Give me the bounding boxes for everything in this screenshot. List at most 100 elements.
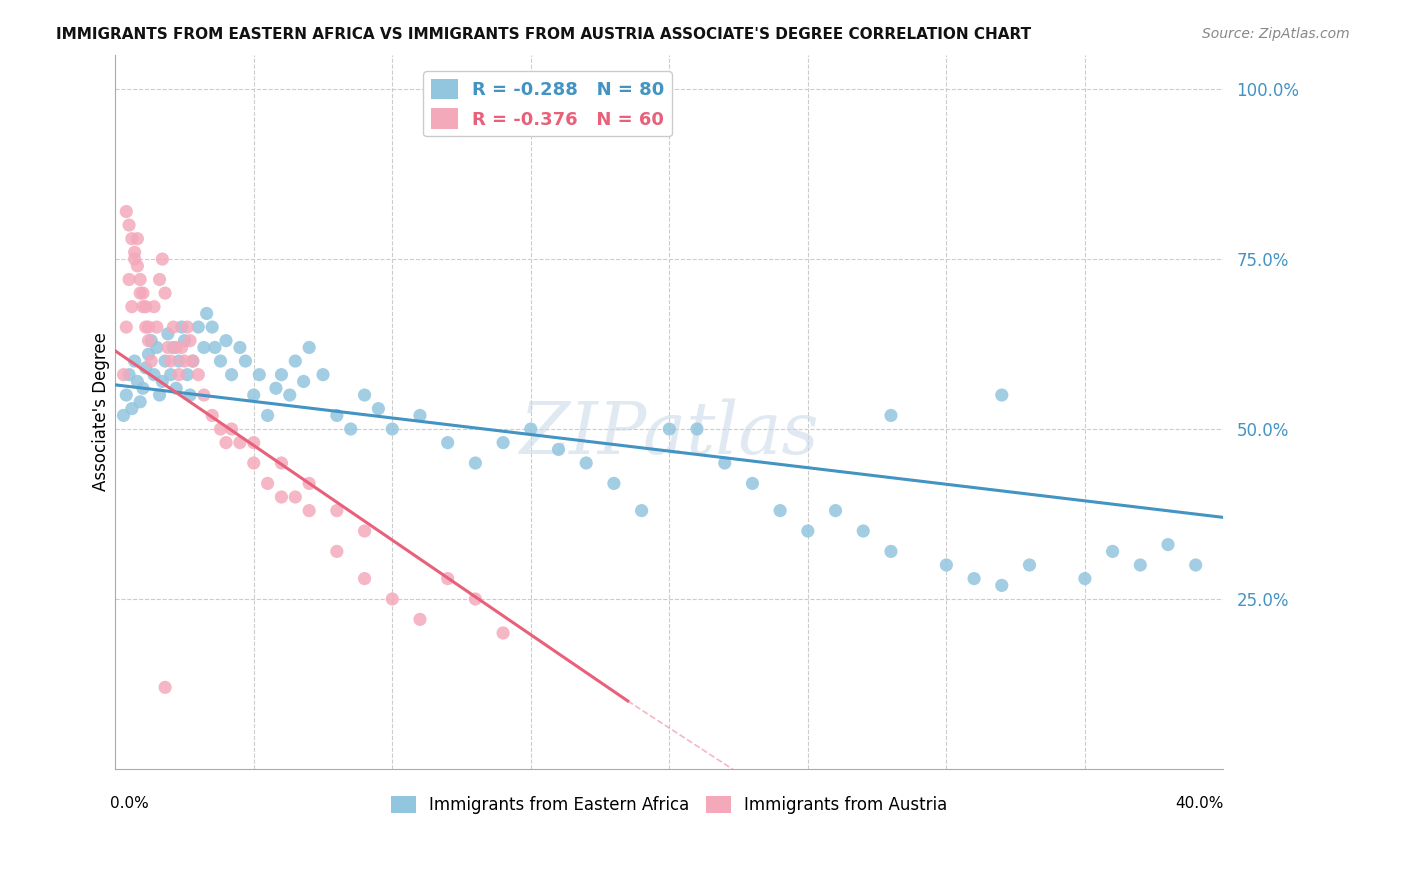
Point xyxy=(176,368,198,382)
Point xyxy=(193,341,215,355)
Point xyxy=(991,388,1014,402)
Point xyxy=(195,306,218,320)
Point xyxy=(880,544,903,558)
Point xyxy=(381,592,404,607)
Point xyxy=(242,456,264,470)
Point xyxy=(547,442,569,457)
Point xyxy=(112,409,135,423)
Point xyxy=(215,334,238,348)
Point xyxy=(115,388,138,402)
Text: ZIPatlas: ZIPatlas xyxy=(519,398,820,468)
Point xyxy=(170,320,193,334)
Point xyxy=(138,347,160,361)
Point xyxy=(284,490,307,504)
Point xyxy=(179,388,201,402)
Point xyxy=(162,341,184,355)
Point xyxy=(124,252,146,266)
Point xyxy=(520,422,543,436)
Point xyxy=(1074,572,1097,586)
Point xyxy=(409,612,432,626)
Point xyxy=(165,381,187,395)
Point xyxy=(326,544,349,558)
Point xyxy=(492,435,515,450)
Point xyxy=(298,503,321,517)
Point xyxy=(173,354,195,368)
Point xyxy=(135,320,157,334)
Point xyxy=(658,422,681,436)
Point xyxy=(880,409,903,423)
Point xyxy=(121,300,143,314)
Point xyxy=(1101,544,1123,558)
Point xyxy=(464,592,486,607)
Point xyxy=(201,409,224,423)
Point xyxy=(118,218,141,232)
Point xyxy=(769,503,792,517)
Point xyxy=(326,409,349,423)
Point xyxy=(153,354,176,368)
Y-axis label: Associate's Degree: Associate's Degree xyxy=(93,333,110,491)
Point xyxy=(264,381,287,395)
Point xyxy=(326,503,349,517)
Point xyxy=(127,232,149,246)
Point xyxy=(118,272,141,286)
Point xyxy=(221,368,243,382)
Point xyxy=(221,422,243,436)
Point xyxy=(686,422,709,436)
Text: 40.0%: 40.0% xyxy=(1175,797,1223,811)
Point xyxy=(256,476,278,491)
Point xyxy=(129,272,152,286)
Text: 0.0%: 0.0% xyxy=(110,797,149,811)
Point xyxy=(150,375,173,389)
Point xyxy=(121,401,143,416)
Point xyxy=(135,300,157,314)
Point xyxy=(630,503,652,517)
Point xyxy=(193,388,215,402)
Point xyxy=(173,334,195,348)
Point xyxy=(150,252,173,266)
Legend: R = -0.288   N = 80, R = -0.376   N = 60: R = -0.288 N = 80, R = -0.376 N = 60 xyxy=(423,71,672,136)
Point xyxy=(381,422,404,436)
Point xyxy=(162,320,184,334)
Point xyxy=(146,341,169,355)
Point xyxy=(436,435,458,450)
Point xyxy=(409,409,432,423)
Point xyxy=(247,368,270,382)
Point xyxy=(242,435,264,450)
Point xyxy=(209,354,232,368)
Point xyxy=(118,368,141,382)
Point xyxy=(121,232,143,246)
Point xyxy=(141,354,163,368)
Point xyxy=(270,368,292,382)
Point xyxy=(138,320,160,334)
Point xyxy=(963,572,986,586)
Text: IMMIGRANTS FROM EASTERN AFRICA VS IMMIGRANTS FROM AUSTRIA ASSOCIATE'S DEGREE COR: IMMIGRANTS FROM EASTERN AFRICA VS IMMIGR… xyxy=(56,27,1032,42)
Point xyxy=(1157,538,1180,552)
Point xyxy=(153,681,176,695)
Point xyxy=(187,320,209,334)
Point xyxy=(129,286,152,301)
Point xyxy=(132,286,155,301)
Point xyxy=(1184,558,1206,572)
Point xyxy=(176,320,198,334)
Point xyxy=(167,354,190,368)
Point xyxy=(852,524,875,538)
Point xyxy=(235,354,257,368)
Point xyxy=(464,456,486,470)
Point xyxy=(115,320,138,334)
Point xyxy=(127,259,149,273)
Point xyxy=(298,341,321,355)
Point xyxy=(713,456,735,470)
Point xyxy=(159,368,181,382)
Point xyxy=(165,341,187,355)
Point xyxy=(242,388,264,402)
Point xyxy=(179,334,201,348)
Point xyxy=(181,354,204,368)
Point xyxy=(935,558,957,572)
Point xyxy=(153,286,176,301)
Text: Source: ZipAtlas.com: Source: ZipAtlas.com xyxy=(1202,27,1350,41)
Point xyxy=(284,354,307,368)
Point xyxy=(292,375,315,389)
Point xyxy=(132,300,155,314)
Point xyxy=(159,354,181,368)
Point xyxy=(312,368,335,382)
